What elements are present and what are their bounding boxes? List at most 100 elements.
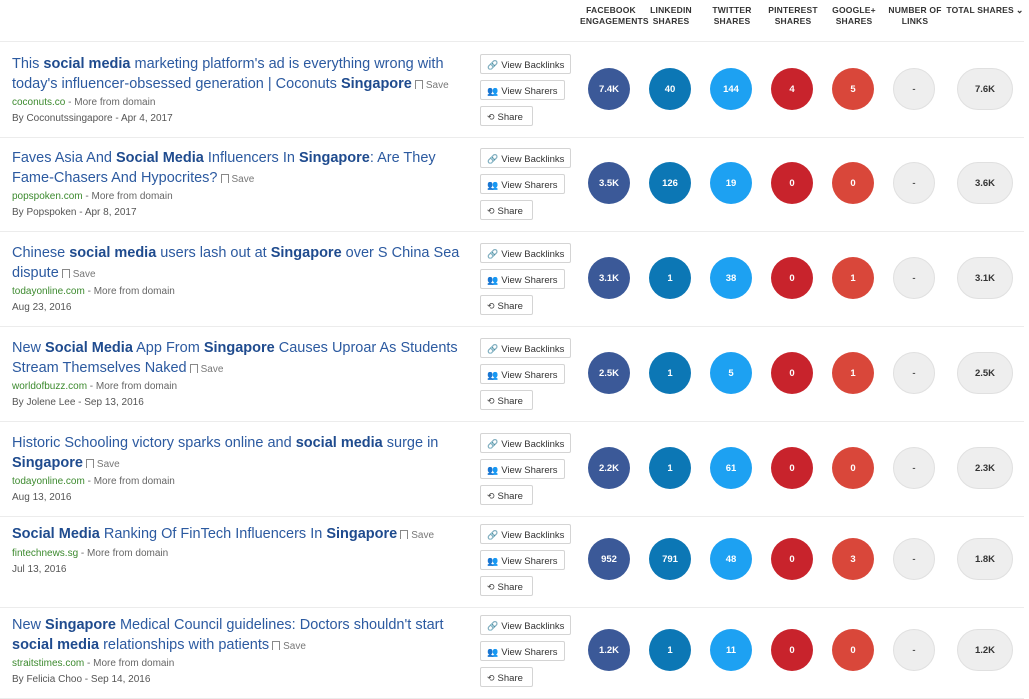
users-icon: 👥 (487, 180, 499, 190)
title-text: Influencers In (203, 150, 299, 166)
more-from-domain-link[interactable]: More from domain (74, 97, 156, 108)
view-backlinks-button[interactable]: 🔗 View Backlinks (480, 54, 571, 74)
title-text: Chinese (12, 245, 70, 261)
save-button[interactable]: Save (189, 363, 223, 375)
button-label: View Backlinks (501, 154, 565, 165)
article-title-link[interactable]: Chinese social media users lash out at S… (12, 244, 474, 284)
facebook-engagements-count: 2.5K (588, 352, 630, 394)
save-button[interactable]: Save (272, 640, 306, 652)
link-icon: 🔗 (487, 60, 499, 70)
article-title-link[interactable]: This social media marketing platform's a… (12, 55, 474, 95)
view-backlinks-button[interactable]: 🔗 View Backlinks (480, 338, 571, 358)
domain-link[interactable]: straitstimes.com (12, 658, 85, 669)
save-label: Save (283, 640, 306, 652)
title-keyword: Singapore (203, 340, 275, 356)
users-icon: 👥 (487, 556, 499, 566)
linkedin-shares-count: 126 (649, 162, 691, 204)
bookmark-icon (189, 363, 198, 373)
twitter-shares-count: 19 (710, 162, 752, 204)
result-row: Historic Schooling victory sparks online… (0, 421, 1024, 517)
number-of-links-count[interactable]: - (893, 538, 935, 580)
total-shares-count: 1.8K (957, 538, 1013, 580)
article-meta: Aug 23, 2016 (12, 302, 72, 313)
more-from-domain-link[interactable]: More from domain (95, 381, 178, 392)
share-button[interactable]: ⟲ Share (480, 106, 533, 126)
view-backlinks-button[interactable]: 🔗 View Backlinks (480, 524, 571, 544)
view-sharers-button[interactable]: 👥 View Sharers (480, 641, 565, 661)
result-row: This social media marketing platform's a… (0, 41, 1024, 138)
domain-line: coconuts.co - More from domain (12, 97, 156, 108)
domain-link[interactable]: todayonline.com (12, 476, 85, 487)
share-button[interactable]: ⟲ Share (480, 295, 533, 315)
view-sharers-button[interactable]: 👥 View Sharers (480, 174, 565, 194)
more-from-domain-link[interactable]: More from domain (93, 476, 175, 487)
result-row: New Singapore Medical Council guidelines… (0, 603, 1024, 699)
more-from-domain-link[interactable]: More from domain (91, 191, 173, 202)
share-button[interactable]: ⟲ Share (480, 200, 533, 220)
domain-link[interactable]: worldofbuzz.com (12, 381, 88, 392)
save-button[interactable]: Save (85, 458, 120, 470)
article-title-link[interactable]: Historic Schooling victory sparks online… (12, 434, 474, 474)
save-button[interactable]: Save (220, 173, 254, 185)
domain-line: worldofbuzz.com - More from domain (12, 381, 178, 392)
share-button[interactable]: ⟲ Share (480, 667, 533, 687)
facebook-engagements-count: 3.1K (588, 257, 630, 299)
title-text: Faves Asia And (12, 150, 116, 166)
domain-link[interactable]: todayonline.com (12, 286, 85, 297)
article-meta: Jul 13, 2016 (12, 564, 67, 575)
article-title-link[interactable]: Social Media Ranking Of FinTech Influenc… (12, 525, 474, 546)
header-pinterest-shares[interactable]: PINTEREST SHARES (768, 5, 818, 26)
share-button[interactable]: ⟲ Share (480, 485, 533, 505)
more-from-domain-link[interactable]: More from domain (93, 286, 175, 297)
save-button[interactable]: Save (414, 79, 449, 91)
number-of-links-count[interactable]: - (893, 257, 935, 299)
number-of-links-count[interactable]: - (893, 68, 935, 110)
domain-link[interactable]: coconuts.co (12, 97, 66, 108)
title-keyword: social media (12, 636, 100, 653)
users-icon: 👥 (487, 465, 499, 475)
save-label: Save (411, 530, 435, 541)
article-title-link[interactable]: New Social Media App From Singapore Caus… (12, 339, 474, 379)
button-label: View Backlinks (501, 621, 565, 632)
twitter-shares-count: 38 (710, 257, 752, 299)
view-sharers-button[interactable]: 👥 View Sharers (480, 80, 565, 100)
number-of-links-count[interactable]: - (893, 629, 935, 671)
domain-link[interactable]: fintechnews.sg (12, 548, 79, 559)
chevron-down-icon: ⌄ (1015, 5, 1024, 15)
button-label: View Backlinks (501, 439, 565, 450)
header-linkedin-shares[interactable]: LINKEDIN SHARES (650, 5, 692, 26)
header-number-of-links[interactable]: NUMBER OF LINKS (888, 5, 942, 26)
save-label: Save (72, 268, 96, 280)
view-backlinks-button[interactable]: 🔗 View Backlinks (480, 243, 571, 263)
article-title-link[interactable]: Faves Asia And Social Media Influencers … (12, 149, 474, 189)
header-twitter-shares[interactable]: TWITTER SHARES (712, 5, 752, 26)
domain-line: straitstimes.com - More from domain (12, 658, 175, 669)
title-keyword: Social Media (115, 150, 204, 166)
more-from-domain-link[interactable]: More from domain (87, 548, 169, 559)
view-sharers-button[interactable]: 👥 View Sharers (480, 459, 565, 479)
share-button[interactable]: ⟲ Share (480, 576, 533, 596)
pinterest-shares-count: 0 (771, 538, 813, 580)
save-button[interactable]: Save (61, 268, 96, 280)
share-button[interactable]: ⟲ Share (480, 390, 533, 410)
view-backlinks-button[interactable]: 🔗 View Backlinks (480, 615, 571, 635)
title-keyword: Singapore (45, 617, 116, 633)
button-label: View Sharers (501, 275, 558, 286)
header-total-shares-sort[interactable]: TOTAL SHARES ⌄ (946, 5, 1024, 15)
view-backlinks-button[interactable]: 🔗 View Backlinks (480, 148, 571, 168)
view-sharers-button[interactable]: 👥 View Sharers (480, 550, 565, 570)
view-backlinks-button[interactable]: 🔗 View Backlinks (480, 433, 571, 453)
number-of-links-count[interactable]: - (893, 447, 935, 489)
title-text: New (12, 617, 46, 633)
save-button[interactable]: Save (400, 530, 434, 541)
domain-link[interactable]: popspoken.com (12, 191, 83, 202)
number-of-links-count[interactable]: - (893, 162, 935, 204)
header-googleplus-shares[interactable]: GOOGLE+ SHARES (832, 5, 876, 26)
header-facebook-engagements[interactable]: FACEBOOK ENGAGEMENTS (580, 5, 649, 26)
number-of-links-count[interactable]: - (893, 352, 935, 394)
view-sharers-button[interactable]: 👥 View Sharers (480, 269, 565, 289)
article-title-link[interactable]: New Singapore Medical Council guidelines… (12, 616, 474, 656)
view-sharers-button[interactable]: 👥 View Sharers (480, 364, 565, 384)
title-text: New (12, 340, 46, 356)
more-from-domain-link[interactable]: More from domain (93, 658, 175, 669)
